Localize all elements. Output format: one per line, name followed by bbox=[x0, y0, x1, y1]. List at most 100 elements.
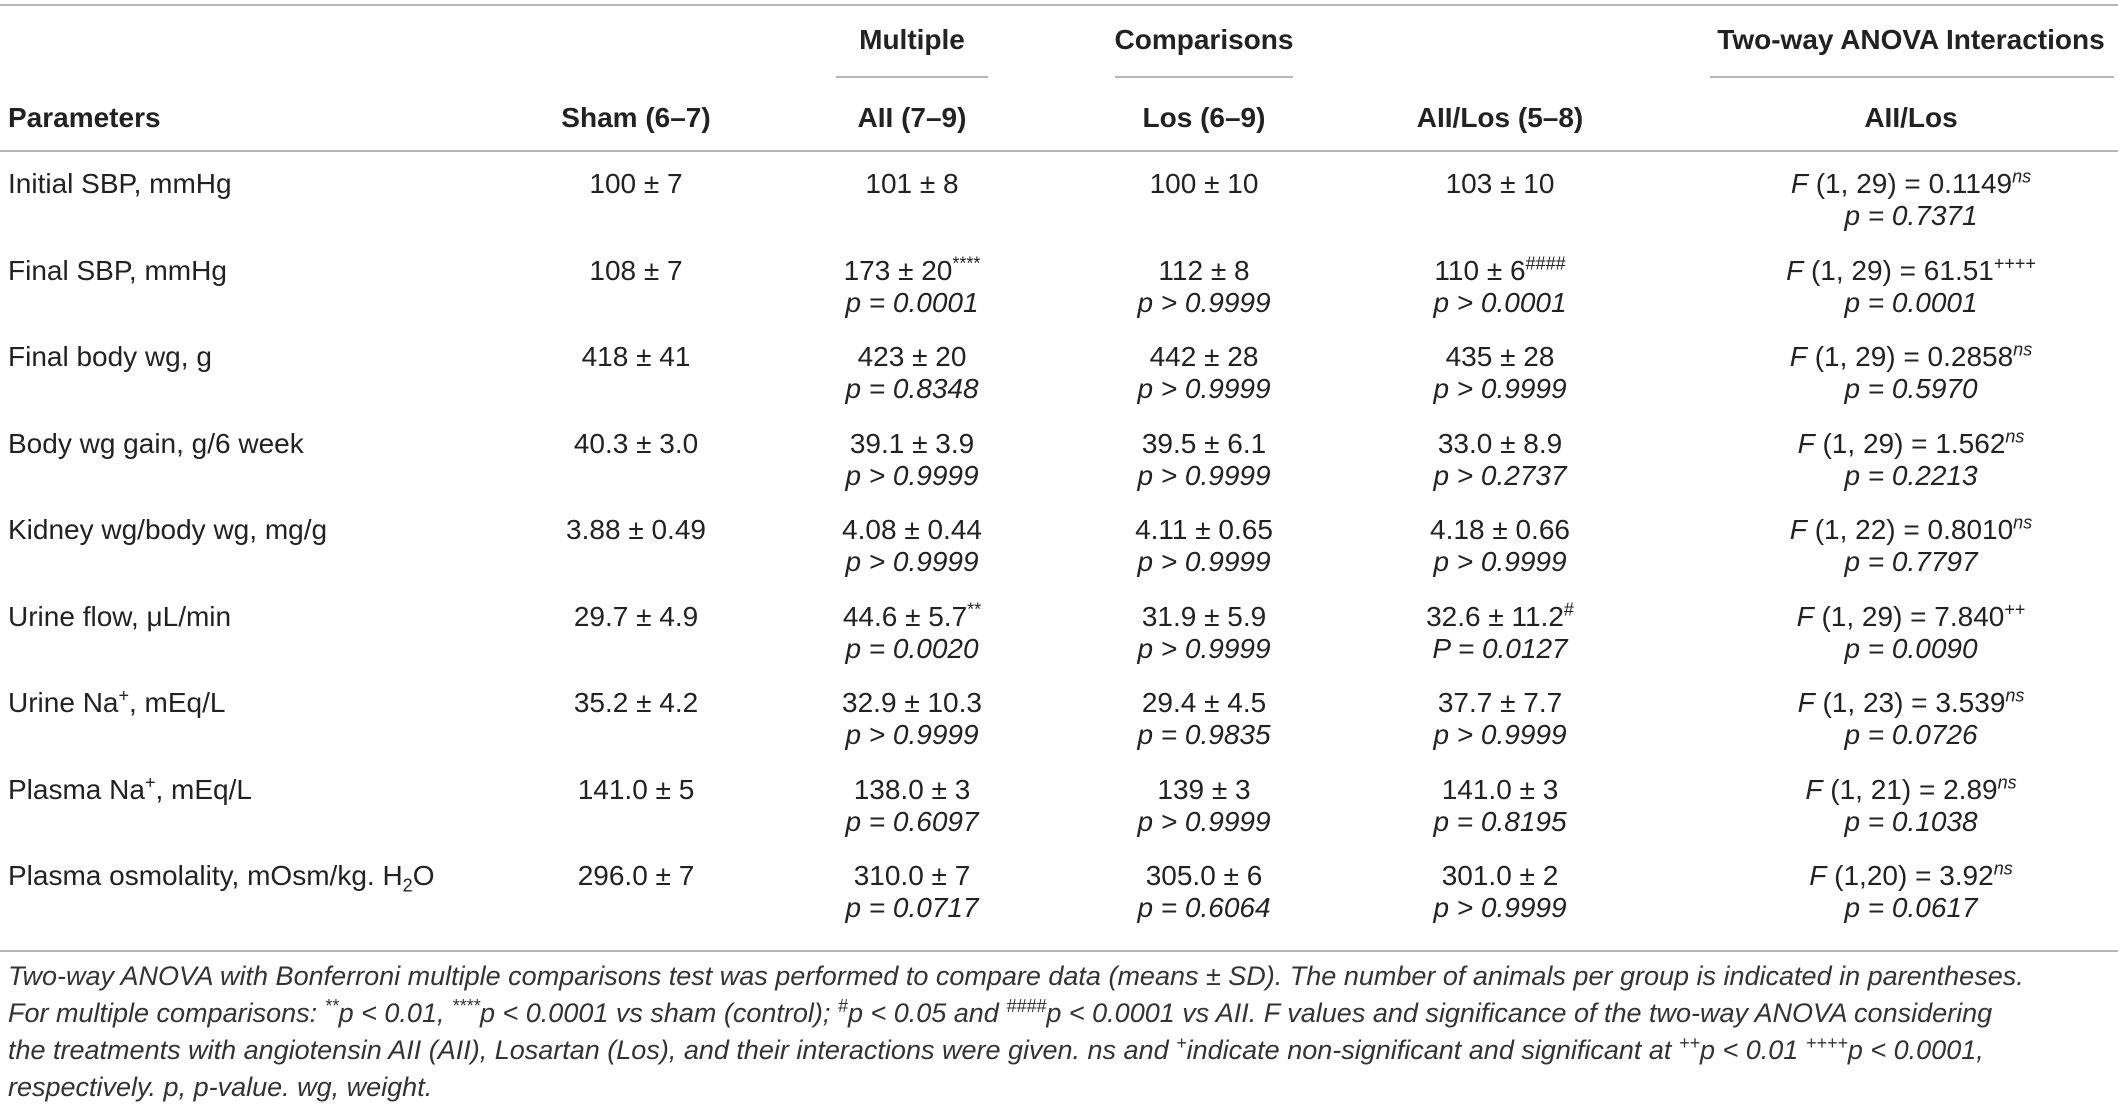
cell-aiilos: 110 ± 6#### bbox=[1434, 253, 1566, 286]
group-anova: Two-way ANOVA Interactions bbox=[1717, 24, 2105, 55]
col-parameters: Parameters bbox=[8, 102, 161, 133]
cell-aii-pvalue: p = 0.0717 bbox=[845, 892, 979, 923]
cell-aii-pvalue: p = 0.6097 bbox=[845, 806, 979, 837]
cell-aiilos-pvalue: p > 0.9999 bbox=[1433, 892, 1567, 923]
footnote-line-3: the treatments with angiotensin AII (AII… bbox=[8, 1033, 1984, 1065]
cell-los-pvalue: p > 0.9999 bbox=[1137, 287, 1271, 318]
cell-los: 442 ± 28 bbox=[1149, 341, 1259, 372]
cell-aiilos: 32.6 ± 11.2# bbox=[1426, 599, 1574, 632]
cell-sham: 296.0 ± 7 bbox=[577, 860, 695, 891]
cell-aii-pvalue: p = 0.0001 bbox=[845, 287, 979, 318]
cell-aii: 4.08 ± 0.44 bbox=[842, 514, 982, 545]
cell-interaction-f: F (1, 21) = 2.89ns bbox=[1805, 772, 2017, 805]
cell-los-pvalue: p > 0.9999 bbox=[1137, 460, 1271, 491]
footnote-line-4: respectively. p, p-value. wg, weight. bbox=[8, 1072, 433, 1102]
cell-aii: 423 ± 20 bbox=[857, 341, 967, 372]
cell-los-pvalue: p = 0.6064 bbox=[1137, 892, 1271, 923]
cell-interaction-pvalue: p = 0.1038 bbox=[1844, 806, 1978, 837]
cell-aiilos: 103 ± 10 bbox=[1445, 168, 1555, 199]
cell-interaction-pvalue: p = 0.0726 bbox=[1844, 719, 1978, 750]
cell-los-pvalue: p > 0.9999 bbox=[1137, 546, 1271, 577]
footnote-line-1: Two-way ANOVA with Bonferroni multiple c… bbox=[8, 961, 2024, 991]
row-parameter: Final SBP, mmHg bbox=[8, 255, 227, 286]
row-parameter: Body wg gain, g/6 week bbox=[8, 428, 304, 459]
cell-sham: 141.0 ± 5 bbox=[577, 774, 695, 805]
col-interaction: AII/Los bbox=[1864, 102, 1958, 133]
bottom-rule bbox=[0, 950, 2118, 952]
cell-aiilos-pvalue: p > 0.0001 bbox=[1433, 287, 1567, 318]
row-parameter: Urine flow, μL/min bbox=[8, 601, 232, 632]
cell-aiilos-pvalue: p > 0.9999 bbox=[1433, 546, 1567, 577]
cell-sham: 29.7 ± 4.9 bbox=[573, 601, 699, 632]
cell-los-pvalue: p = 0.9835 bbox=[1137, 719, 1271, 750]
cell-los: 112 ± 8 bbox=[1158, 255, 1250, 286]
row-parameter: Final body wg, g bbox=[8, 341, 212, 372]
cell-aii-pvalue: p > 0.9999 bbox=[845, 546, 979, 577]
cell-aiilos: 301.0 ± 2 bbox=[1441, 860, 1559, 891]
cell-sham: 40.3 ± 3.0 bbox=[573, 428, 699, 459]
cell-aii: 39.1 ± 3.9 bbox=[849, 428, 975, 459]
cell-aii: 101 ± 8 bbox=[865, 168, 959, 199]
cell-los: 31.9 ± 5.9 bbox=[1141, 601, 1267, 632]
cell-aii: 138.0 ± 3 bbox=[853, 774, 971, 805]
row-parameter: Plasma Na+, mEq/L bbox=[8, 772, 252, 805]
comparisons-underline bbox=[1115, 76, 1293, 78]
cell-sham: 3.88 ± 0.49 bbox=[566, 514, 706, 545]
cell-interaction-f: F (1, 23) = 3.539ns bbox=[1797, 685, 2025, 718]
cell-aii-pvalue: p = 0.0020 bbox=[845, 633, 979, 664]
cell-aiilos-pvalue: p > 0.9999 bbox=[1433, 719, 1567, 750]
cell-los: 4.11 ± 0.65 bbox=[1135, 514, 1273, 545]
top-rule bbox=[0, 4, 2118, 6]
cell-interaction-pvalue: p = 0.0090 bbox=[1844, 633, 1978, 664]
row-parameter: Kidney wg/body wg, mg/g bbox=[8, 514, 328, 545]
anova-underline bbox=[1710, 76, 2114, 78]
cell-los-pvalue: p > 0.9999 bbox=[1137, 633, 1271, 664]
cell-aiilos-pvalue: p > 0.9999 bbox=[1433, 373, 1567, 404]
col-los: Los (6–9) bbox=[1142, 102, 1266, 133]
multiple-underline bbox=[836, 76, 988, 78]
cell-aii: 310.0 ± 7 bbox=[853, 860, 971, 891]
cell-los-pvalue: p > 0.9999 bbox=[1137, 806, 1271, 837]
col-sham: Sham (6–7) bbox=[561, 102, 711, 133]
cell-aiilos-pvalue: p > 0.2737 bbox=[1433, 460, 1567, 491]
cell-interaction-pvalue: p = 0.0617 bbox=[1844, 892, 1978, 923]
cell-aiilos: 4.18 ± 0.66 bbox=[1430, 514, 1570, 545]
cell-interaction-f: F (1, 29) = 0.2858ns bbox=[1789, 339, 2033, 372]
col-aii: AII (7–9) bbox=[857, 102, 967, 133]
group-comparisons: Comparisons bbox=[1114, 24, 1294, 55]
cell-interaction-pvalue: p = 0.7797 bbox=[1844, 546, 1978, 577]
cell-los: 139 ± 3 bbox=[1157, 774, 1251, 805]
row-parameter: Plasma osmolality, mOsm/kg. H2O bbox=[8, 860, 435, 896]
cell-aiilos: 37.7 ± 7.7 bbox=[1437, 687, 1563, 718]
cell-aiilos: 141.0 ± 3 bbox=[1441, 774, 1559, 805]
cell-aiilos: 435 ± 28 bbox=[1445, 341, 1555, 372]
cell-interaction-f: F (1, 22) = 0.8010ns bbox=[1789, 512, 2033, 545]
cell-interaction-f: F (1, 29) = 61.51++++ bbox=[1786, 253, 2036, 286]
cell-sham: 108 ± 7 bbox=[589, 255, 683, 286]
table-footnote: Two-way ANOVA with Bonferroni multiple c… bbox=[8, 958, 2108, 1106]
cell-interaction-pvalue: p = 0.5970 bbox=[1844, 373, 1978, 404]
cell-los: 29.4 ± 4.5 bbox=[1141, 687, 1267, 718]
cell-aii: 44.6 ± 5.7** bbox=[842, 599, 982, 632]
cell-los: 39.5 ± 6.1 bbox=[1141, 428, 1267, 459]
row-parameter: Urine Na+, mEq/L bbox=[8, 685, 226, 718]
row-parameter: Initial SBP, mmHg bbox=[8, 168, 232, 199]
cell-interaction-pvalue: p = 0.7371 bbox=[1844, 200, 1978, 231]
cell-aiilos: 33.0 ± 8.9 bbox=[1437, 428, 1563, 459]
cell-sham: 418 ± 41 bbox=[581, 341, 691, 372]
cell-los: 305.0 ± 6 bbox=[1145, 860, 1263, 891]
footnote-line-2: For multiple comparisons: **p < 0.01, **… bbox=[8, 996, 1993, 1028]
cell-aii: 173 ± 20**** bbox=[843, 253, 981, 286]
cell-sham: 100 ± 7 bbox=[589, 168, 683, 199]
cell-sham: 35.2 ± 4.2 bbox=[573, 687, 699, 718]
header-rule bbox=[0, 150, 2118, 152]
col-aiilos: AII/Los (5–8) bbox=[1416, 102, 1584, 133]
cell-aiilos-pvalue: P = 0.0127 bbox=[1432, 633, 1568, 664]
group-multiple: Multiple bbox=[859, 24, 965, 55]
cell-interaction-f: F (1, 29) = 1.562ns bbox=[1797, 426, 2025, 459]
cell-aii-pvalue: p > 0.9999 bbox=[845, 719, 979, 750]
cell-los-pvalue: p > 0.9999 bbox=[1137, 373, 1271, 404]
cell-aii-pvalue: p > 0.9999 bbox=[845, 460, 979, 491]
cell-aii: 32.9 ± 10.3 bbox=[842, 687, 982, 718]
